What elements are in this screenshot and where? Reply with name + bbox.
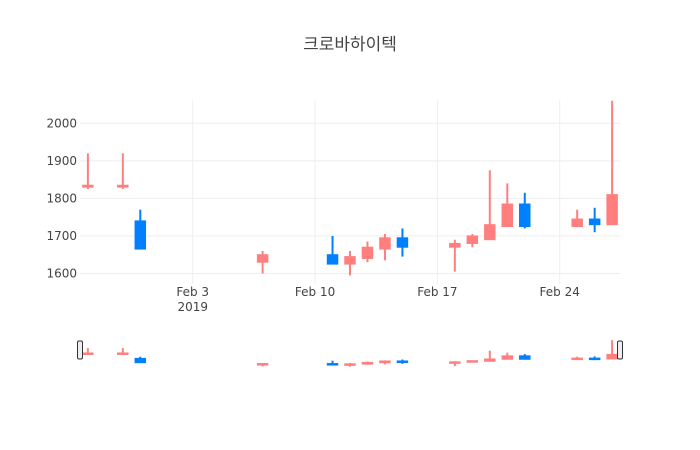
- candle-body: [379, 237, 391, 250]
- candle-body: [501, 203, 514, 228]
- slider-candle: [588, 356, 601, 361]
- slider-candle: [519, 354, 531, 360]
- slider-candle-body: [134, 357, 147, 364]
- candle-body: [117, 184, 129, 188]
- slider-candle-body: [361, 361, 374, 365]
- candle: [117, 153, 129, 189]
- y-tick-label: 1800: [46, 191, 77, 205]
- grid-layer: [80, 100, 620, 284]
- candle-body: [344, 256, 356, 265]
- x-tick-sublabel: 2019: [177, 300, 208, 314]
- candle: [501, 183, 514, 228]
- candle-body: [134, 220, 147, 250]
- slider-candle-body: [82, 352, 94, 355]
- slider-candle-body: [484, 358, 496, 362]
- slider-candle-body: [606, 353, 618, 360]
- y-tick-label: 1700: [46, 229, 77, 243]
- candle-body: [449, 242, 461, 248]
- candle: [396, 228, 409, 257]
- candle-body: [606, 194, 618, 226]
- candle: [326, 235, 339, 265]
- range-slider-handle-right[interactable]: [617, 340, 623, 360]
- candle: [571, 209, 583, 228]
- slider-candle: [484, 350, 496, 362]
- candle-body: [588, 218, 601, 226]
- x-tick-label: Feb 3: [176, 285, 209, 299]
- slider-candle: [449, 361, 461, 367]
- candle: [344, 250, 356, 276]
- candle-body: [571, 218, 583, 228]
- slider-candle-body: [466, 360, 479, 363]
- slider-candle: [501, 352, 514, 360]
- candle-body: [361, 246, 374, 259]
- x-tick-label: Feb 24: [540, 285, 580, 299]
- candle: [466, 234, 479, 248]
- slider-candle-body: [571, 357, 583, 361]
- y-tick-label: 2000: [46, 116, 77, 130]
- candle: [134, 209, 147, 250]
- candle: [361, 241, 374, 263]
- slider-candle-body: [379, 360, 391, 364]
- candle: [379, 234, 391, 261]
- candle-body: [326, 254, 339, 265]
- range-slider[interactable]: [77, 340, 623, 368]
- y-tick-label: 1600: [46, 266, 77, 280]
- candle-body: [82, 184, 94, 188]
- slider-candle: [361, 361, 374, 365]
- slider-candle: [117, 348, 129, 355]
- candle: [82, 153, 94, 189]
- chart-title: 크로바하이텍: [303, 35, 397, 55]
- candle-body: [466, 235, 479, 244]
- slider-candle: [344, 362, 356, 367]
- candle-body: [484, 224, 496, 241]
- slider-candle: [256, 362, 269, 367]
- slider-candle: [466, 360, 479, 363]
- slider-candle: [571, 356, 583, 361]
- candle: [519, 192, 531, 229]
- slider-candle: [396, 359, 409, 364]
- candle-layer: [82, 100, 618, 276]
- slider-candle-body: [396, 360, 409, 363]
- slider-candle-body: [501, 355, 514, 360]
- slider-candle-body: [326, 363, 339, 366]
- candle-body: [256, 254, 269, 263]
- candle: [484, 170, 496, 241]
- x-tick-label: Feb 17: [417, 285, 457, 299]
- x-tick-label: Feb 10: [295, 285, 335, 299]
- range-slider-handle-left[interactable]: [77, 340, 83, 360]
- slider-candle: [326, 360, 339, 366]
- slider-candle-body: [117, 352, 129, 355]
- slider-candle: [134, 356, 147, 364]
- slider-candle-body: [256, 363, 269, 366]
- slider-candle: [379, 360, 391, 365]
- candle: [588, 207, 601, 233]
- candle: [256, 250, 269, 274]
- candle: [449, 239, 461, 272]
- slider-candle-body: [588, 357, 601, 361]
- slider-candle-body: [344, 363, 356, 366]
- candle-body: [396, 237, 409, 248]
- candle-body: [519, 203, 531, 228]
- slider-candle-body: [519, 355, 531, 360]
- slider-candle-body: [449, 361, 461, 364]
- candle: [606, 100, 618, 226]
- y-tick-label: 1900: [46, 154, 77, 168]
